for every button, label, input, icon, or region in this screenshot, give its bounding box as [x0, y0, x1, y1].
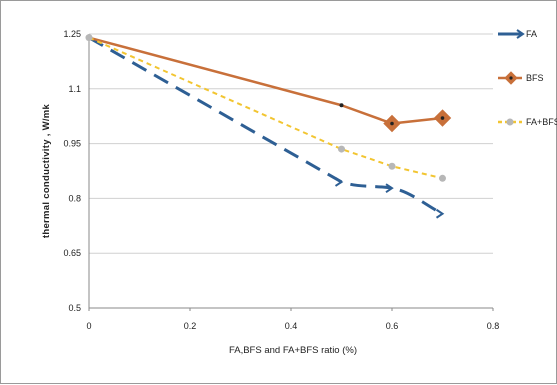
legend-marker-fa — [516, 29, 525, 39]
data-point-fa — [334, 177, 344, 187]
data-point-bfs-dot — [390, 121, 394, 126]
y-tick-label: 0.8 — [68, 193, 81, 203]
data-point-fa-bfs — [85, 34, 93, 42]
grid-lines — [89, 33, 493, 254]
x-tick-label: 0.4 — [285, 321, 298, 331]
y-tick-label: 0.95 — [63, 139, 81, 149]
legend-marker-bfs-dot — [509, 76, 513, 80]
x-tick-labels: 0 0.2 0.4 0.6 0.8 — [86, 321, 499, 331]
y-tick-labels: 0.5 0.65 0.8 0.95 1.1 1.25 — [63, 29, 81, 313]
x-tick-label: 0.2 — [184, 321, 197, 331]
x-tick-label: 0 — [86, 321, 91, 331]
data-point-fa-bfs — [338, 145, 345, 153]
x-tick-label: 0.8 — [487, 321, 500, 331]
legend-label: BFS — [526, 73, 544, 83]
series-line-fa-bfs — [88, 36, 443, 180]
axes — [88, 34, 494, 311]
legend-label: FA — [526, 29, 537, 39]
legend-label: FA+BFS — [526, 117, 557, 127]
y-tick-label: 1.1 — [68, 84, 81, 94]
data-point-fa — [435, 208, 445, 219]
data-point-fa-bfs — [388, 162, 396, 170]
data-point-fa-bfs — [439, 174, 446, 182]
series-group — [85, 34, 452, 219]
data-point-fa — [385, 183, 394, 194]
series-line-fa — [88, 36, 444, 216]
series-line-bfs — [88, 36, 443, 125]
data-point-bfs — [339, 103, 344, 108]
y-tick-label: 0.5 — [68, 303, 81, 313]
y-tick-label: 1.25 — [63, 29, 81, 39]
y-tick-label: 0.65 — [63, 248, 81, 258]
data-point-bfs-dot — [440, 116, 445, 120]
legend-marker-fa-bfs — [506, 118, 514, 126]
x-axis-label: FA,BFS and FA+BFS ratio (%) — [229, 345, 357, 356]
y-axis-label: thermal conductivity , W/mk — [41, 103, 52, 238]
x-tick-label: 0.6 — [386, 321, 399, 331]
legend: FA BFS FA+BFS — [498, 29, 557, 127]
